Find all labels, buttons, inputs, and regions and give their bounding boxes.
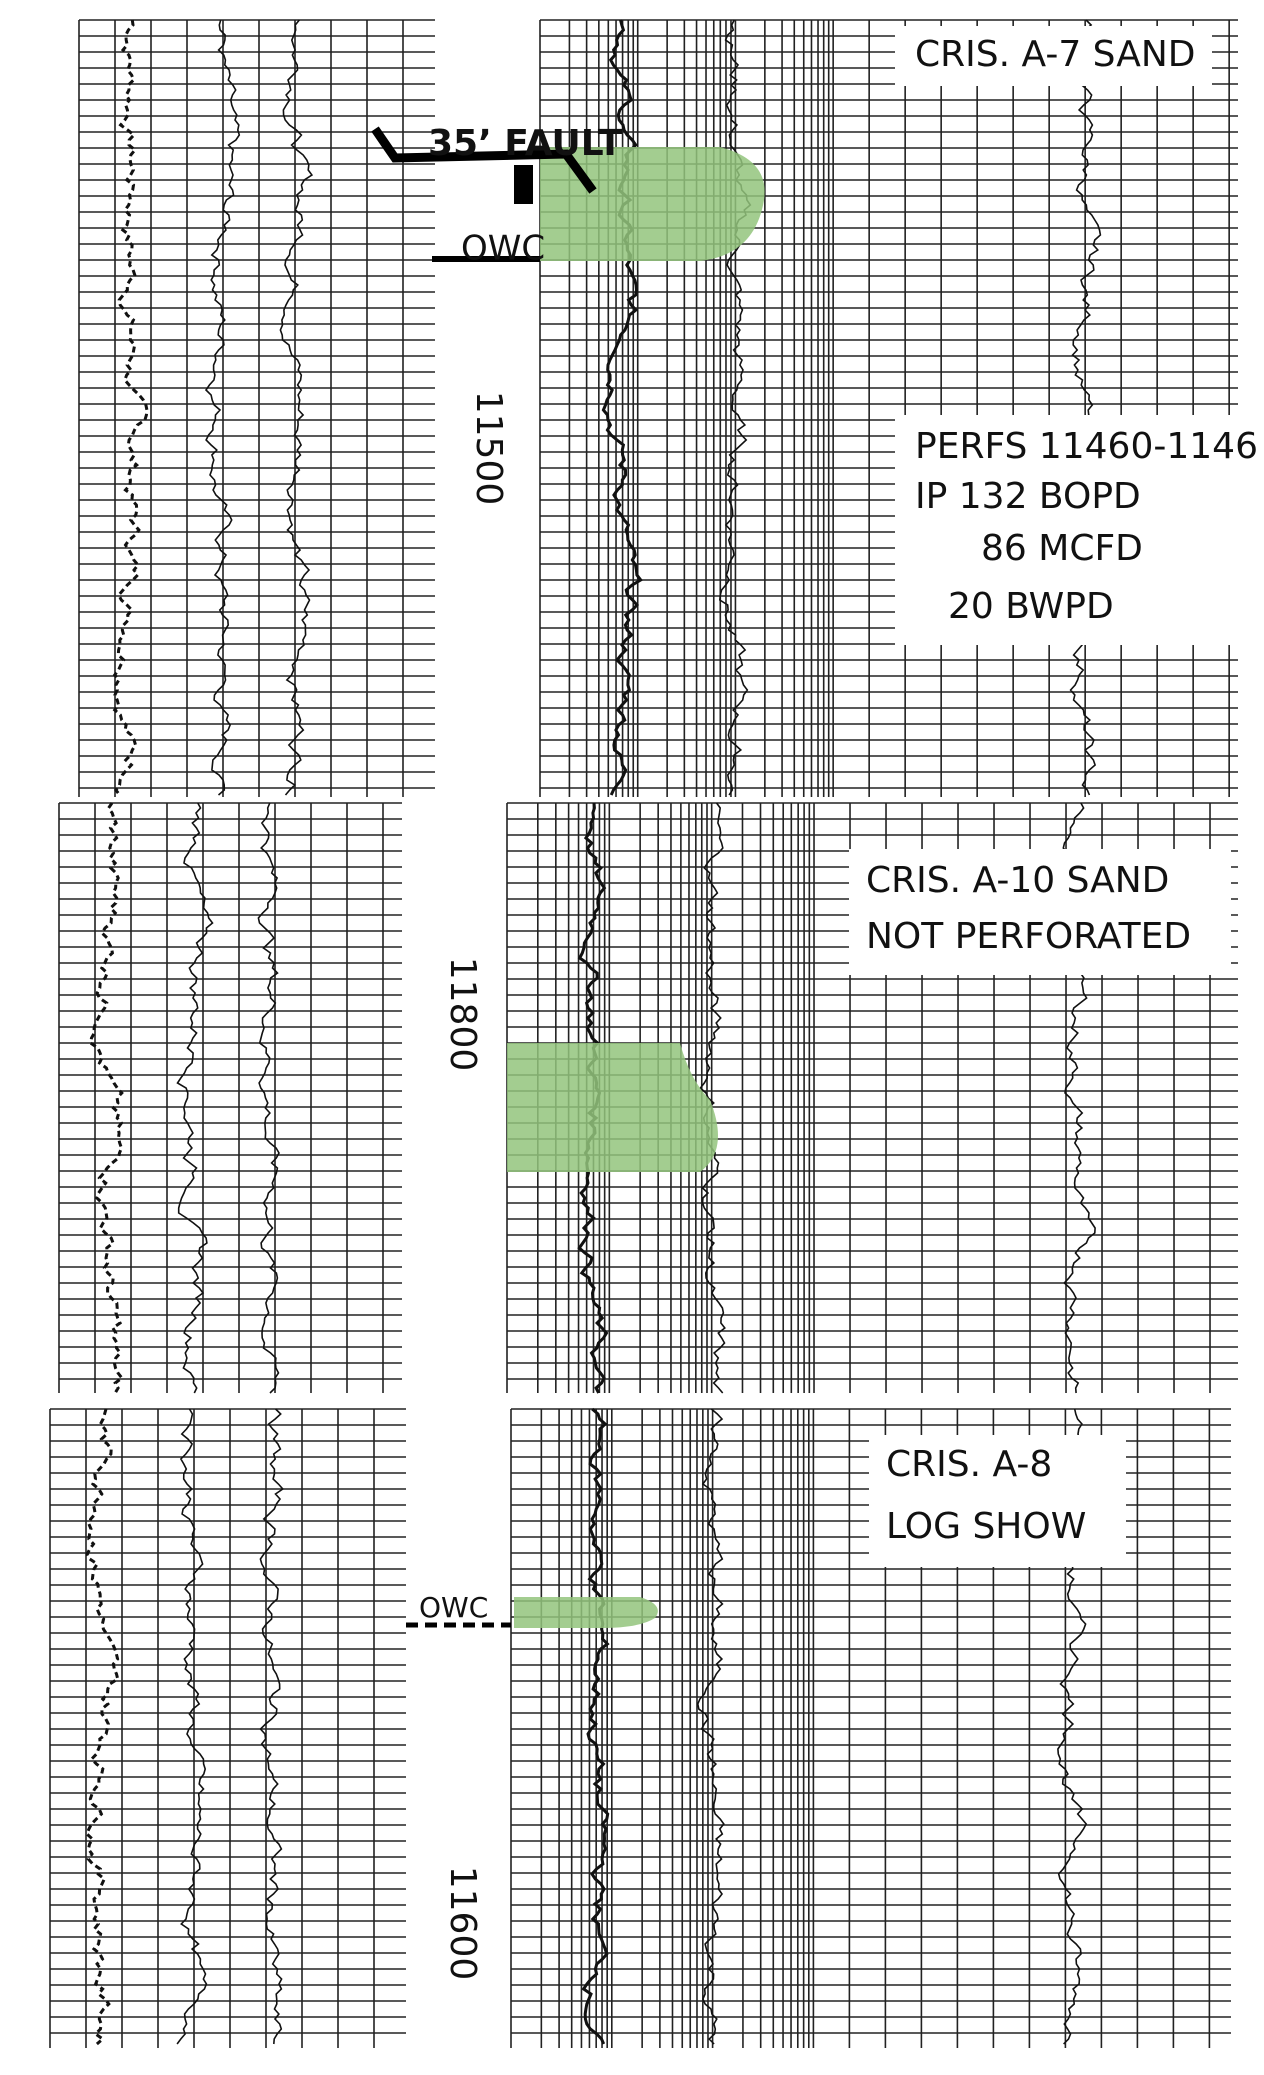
perfs-line: IP 132 BOPD xyxy=(915,476,1141,517)
perfs-line: 20 BWPD xyxy=(948,586,1114,627)
log-curve xyxy=(581,1407,610,2045)
hydrocarbon-zone xyxy=(507,1043,718,1172)
label-box xyxy=(849,849,1231,975)
log-curve xyxy=(1069,19,1102,796)
log-curve xyxy=(699,802,726,1394)
perfs-line: PERFS 11460-1146 xyxy=(915,426,1258,467)
sand-title: NOT PERFORATED xyxy=(866,916,1191,957)
depth-label: 11500 xyxy=(468,391,509,506)
hydrocarbon-zone xyxy=(540,147,765,261)
owc-label: OWC xyxy=(461,229,545,269)
log-curve xyxy=(718,19,752,796)
fault-line xyxy=(371,126,597,194)
depth-label: 11600 xyxy=(442,1866,483,1981)
sand-title: CRIS. A-8 xyxy=(886,1444,1052,1485)
sand-title: CRIS. A-7 SAND xyxy=(915,34,1195,75)
label-box xyxy=(895,415,1264,645)
hydrocarbon-zone xyxy=(514,1597,658,1628)
sand-title: LOG SHOW xyxy=(886,1506,1086,1547)
depth-label: 11800 xyxy=(442,957,483,1072)
fault-label: 35’ FAULT xyxy=(428,123,623,164)
log-curve xyxy=(176,1408,208,2045)
log-curve xyxy=(204,19,241,796)
owc-label: OWC xyxy=(419,1591,488,1624)
label-box xyxy=(869,1435,1126,1567)
log-curve xyxy=(259,1408,284,2045)
log-curve xyxy=(279,19,314,796)
log-grids xyxy=(49,19,1238,2048)
log-curve xyxy=(257,802,280,1394)
perf-marker xyxy=(514,165,533,204)
sand-title: CRIS. A-10 SAND xyxy=(866,860,1169,901)
perfs-line: 86 MCFD xyxy=(981,528,1143,569)
label-box xyxy=(895,26,1212,86)
log-curve xyxy=(176,802,214,1394)
log-curve xyxy=(112,19,149,796)
log-curve xyxy=(696,1408,725,2045)
